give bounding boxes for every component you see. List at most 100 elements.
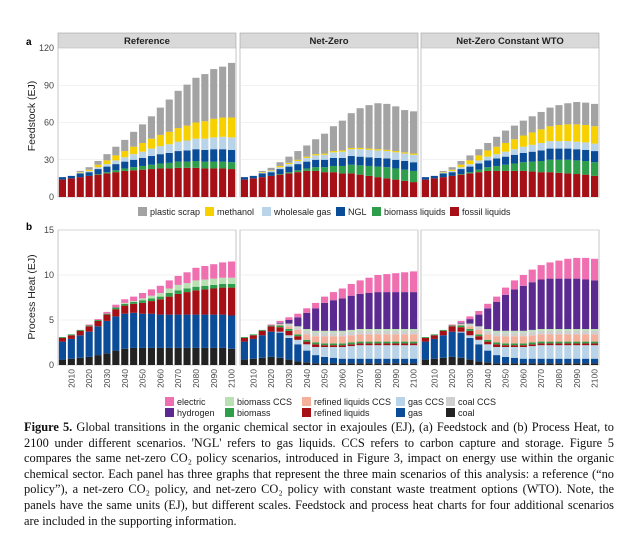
bar-wholesale-gas-2045 <box>493 154 501 159</box>
bar-gas-2035 <box>294 344 302 362</box>
bar-gas-2010 <box>430 338 438 359</box>
bar-biomass-liquids-2060 <box>519 162 527 171</box>
bar-refined-liquids-2020 <box>267 326 275 332</box>
bar-refined-liquids-ccs-2040 <box>484 334 492 340</box>
bar-hydrogen-2030 <box>466 319 474 324</box>
bar-biomass-liquids-2055 <box>510 163 519 171</box>
bar-coal-2015 <box>76 357 84 365</box>
x-tick-label: 2090 <box>572 369 582 388</box>
legend-item-electric: electric <box>165 397 206 407</box>
bar-plastic-scrap-2045 <box>312 139 320 155</box>
plot-panel <box>239 229 419 366</box>
bar-coal-2055 <box>329 363 338 365</box>
bar-ngl-2005 <box>421 177 430 180</box>
bar-biomass-ccs-2045 <box>312 330 320 333</box>
bar-ngl-2005 <box>240 177 249 180</box>
bar-refined-liquids-2045 <box>312 344 320 347</box>
bar-fossil-liquids-2090 <box>392 179 400 197</box>
bar-coal-ccs-2085 <box>383 330 391 335</box>
bar-gas-2055 <box>147 313 156 348</box>
bar-wholesale-gas-2055 <box>329 152 338 158</box>
bar-coal-2085 <box>201 347 209 365</box>
bar-fossil-liquids-2015 <box>439 177 447 197</box>
bar-gas-ccs-2045 <box>312 347 320 356</box>
bar-fossil-liquids-2020 <box>267 175 275 197</box>
bar-coal-2070 <box>174 347 182 365</box>
bar-ngl-2090 <box>573 149 581 161</box>
bar-gas-2060 <box>519 358 527 364</box>
bar-coal-2005 <box>58 359 67 365</box>
bar-refined-liquids-ccs-2075 <box>365 334 373 342</box>
bar-plastic-scrap-2040 <box>121 139 129 152</box>
bar-plastic-scrap-2035 <box>294 151 302 160</box>
x-tick-label: 2020 <box>266 369 276 388</box>
bar-refined-liquids-2100 <box>227 287 236 316</box>
bar-plastic-scrap-2060 <box>338 120 346 151</box>
bar-methanol-2065 <box>528 132 536 145</box>
bar-gas-2005 <box>58 341 67 360</box>
bar-biomass-ccs-2040 <box>303 329 311 331</box>
bar-hydrogen-2100 <box>409 292 418 329</box>
bar-refined-liquids-ccs-2060 <box>519 336 527 344</box>
bar-gas-2025 <box>276 332 284 358</box>
legend-swatch <box>302 408 311 417</box>
bar-fossil-liquids-2080 <box>555 172 563 197</box>
bar-methanol-2025 <box>457 164 465 168</box>
bar-gas-2030 <box>285 338 293 360</box>
bar-coal-2020 <box>85 356 93 365</box>
bar-wholesale-gas-2060 <box>519 146 527 153</box>
bar-gas-ccs-2070 <box>537 345 545 359</box>
bar-plastic-scrap-2075 <box>365 105 373 149</box>
bar-coal-ccs-2050 <box>320 332 329 337</box>
bar-biomass-2030 <box>103 313 111 315</box>
bar-hydrogen-2045 <box>493 302 501 331</box>
bar-electric-2030 <box>285 317 293 320</box>
legend-swatch <box>336 207 345 216</box>
bar-gas-2030 <box>103 320 111 354</box>
bar-plastic-scrap-2050 <box>501 130 510 143</box>
bar-biomass-ccs-2080 <box>555 329 563 331</box>
legend-label: biomass <box>237 408 271 418</box>
legend-swatch <box>225 397 234 406</box>
bar-biomass-2055 <box>510 343 519 346</box>
bar-gas-ccs-2085 <box>564 345 572 359</box>
bar-plastic-scrap-2090 <box>392 106 400 152</box>
bar-gas-ccs-2055 <box>329 347 338 358</box>
bar-ngl-2065 <box>347 156 355 165</box>
bar-electric-2025 <box>276 320 284 323</box>
bar-coal-ccs-2095 <box>401 330 409 335</box>
bar-wholesale-gas-2095 <box>219 136 227 150</box>
bar-electric-2090 <box>573 257 581 279</box>
facet-net-zero: Net-Zero <box>239 32 419 198</box>
bar-refined-liquids-ccs-2070 <box>537 334 545 342</box>
bar-electric-2050 <box>138 293 147 299</box>
bar-gas-ccs-2100 <box>409 345 418 359</box>
bar-electric-2045 <box>130 296 138 302</box>
bar-fossil-liquids-2080 <box>374 177 382 197</box>
bar-wholesale-gas-2050 <box>138 151 147 158</box>
bar-fossil-liquids-2040 <box>484 170 492 197</box>
bar-coal-2035 <box>294 361 302 365</box>
bar-biomass-ccs-2090 <box>392 329 400 331</box>
bar-coal-2010 <box>430 358 438 365</box>
bar-biomass-2025 <box>276 325 284 328</box>
bar-refined-liquids-ccs-2055 <box>329 336 338 344</box>
bar-electric-2035 <box>475 311 483 315</box>
bar-wholesale-gas-2035 <box>294 160 302 165</box>
facet-title: Net-Zero <box>309 36 348 47</box>
x-tick-label: 2070 <box>173 369 183 388</box>
bar-hydrogen-2055 <box>329 300 338 331</box>
bar-ngl-2015 <box>76 173 84 178</box>
bar-methanol-2040 <box>303 156 311 158</box>
bar-biomass-liquids-2040 <box>303 168 311 171</box>
bar-biomass-liquids-2030 <box>285 172 293 174</box>
bar-fossil-liquids-2095 <box>582 174 590 197</box>
bar-electric-2025 <box>457 320 465 323</box>
bar-coal-2090 <box>392 363 400 365</box>
bar-plastic-scrap-2095 <box>401 110 409 153</box>
x-tick-label: 2090 <box>391 369 401 388</box>
legend-label: gas <box>408 408 423 418</box>
bar-coal-ccs-2065 <box>347 331 355 336</box>
bar-refined-liquids-ccs-2095 <box>582 334 590 342</box>
bar-refined-liquids-2040 <box>484 341 492 345</box>
